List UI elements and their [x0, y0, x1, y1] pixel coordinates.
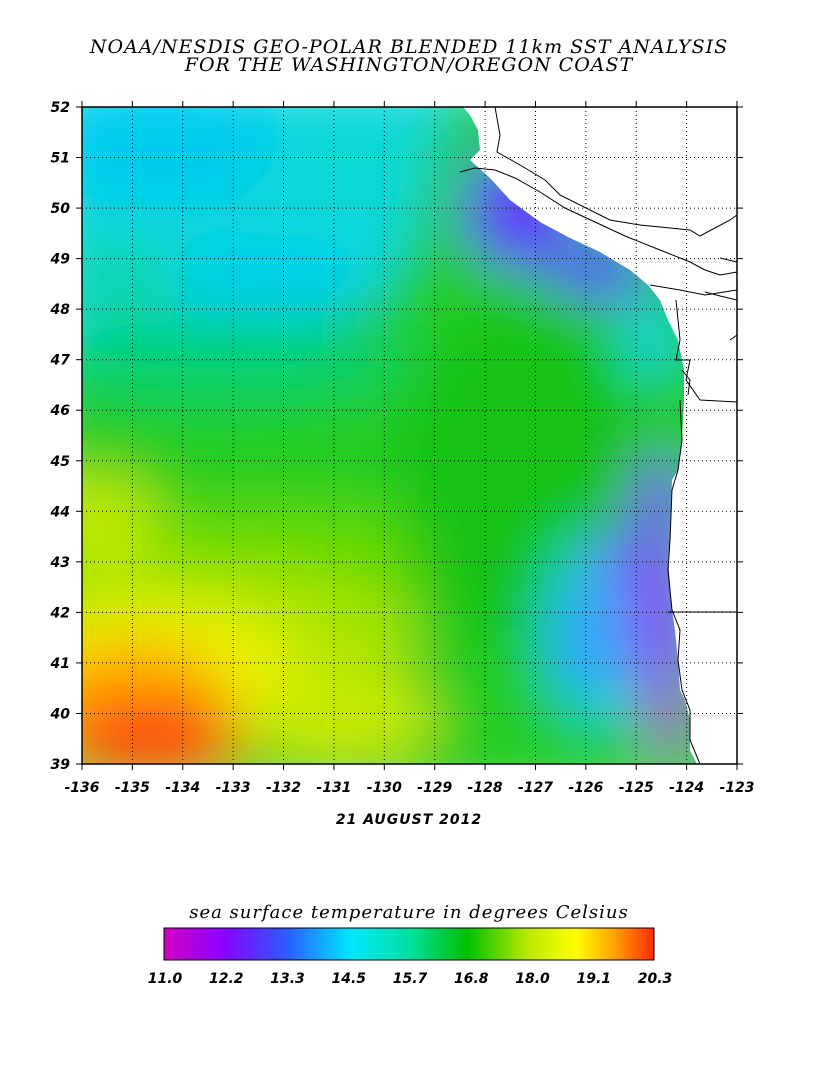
colorbar-label: 18.0 — [515, 971, 550, 987]
colorbar-label: 12.2 — [209, 971, 244, 987]
land-mask — [463, 107, 737, 764]
lat-tick-label: 40 — [50, 706, 71, 722]
colorbar-label: 16.8 — [454, 971, 489, 987]
lon-tick-label: -134 — [165, 780, 200, 796]
lon-tick-label: -130 — [367, 780, 402, 796]
lon-tick-label: -124 — [669, 780, 704, 796]
lat-tick-label: 42 — [50, 605, 70, 621]
longitude-labels: -136 -135 -134 -133 -132 -131 -130 -129 -128 -127… — [64, 780, 754, 796]
lon-tick-label: -131 — [316, 780, 351, 796]
colorbar-label: 20.3 — [638, 971, 673, 987]
colorbar-title: sea surface temperature in degrees Celsi… — [189, 902, 629, 923]
lon-tick-label: -129 — [417, 780, 452, 796]
axis-ticks — [76, 101, 743, 770]
lon-tick-label: -128 — [468, 780, 503, 796]
map-title-line1: NOAA/NESDIS GEO-POLAR BLENDED 11km SST A… — [89, 36, 729, 58]
lat-tick-label: 50 — [51, 201, 71, 217]
colorbar-label: 11.0 — [148, 971, 183, 987]
lon-tick-label: -136 — [64, 780, 99, 796]
lat-tick-label: 47 — [50, 353, 71, 369]
colorbar-label: 15.7 — [393, 971, 428, 987]
lat-tick-label: 52 — [51, 100, 70, 116]
lon-tick-label: -132 — [266, 780, 301, 796]
lat-tick-label: 46 — [50, 403, 71, 419]
lat-tick-label: 48 — [50, 302, 71, 318]
colorbar-labels: 11.0 12.2 13.3 14.5 15.7 16.8 18.0 19.1 20.3 — [148, 971, 673, 987]
colorbar — [163, 927, 655, 961]
lat-lon-grid — [82, 107, 737, 764]
lat-tick-label: 51 — [51, 151, 70, 167]
lon-tick-label: -135 — [115, 780, 150, 796]
colorbar-label: 13.3 — [270, 971, 305, 987]
lon-tick-label: -125 — [619, 780, 654, 796]
lat-tick-label: 41 — [50, 656, 70, 672]
lon-tick-label: -127 — [518, 780, 553, 796]
latitude-labels: 52 51 50 49 48 47 46 45 44 43 42 41 40 39 — [50, 100, 71, 773]
colorbar-label: 14.5 — [331, 971, 366, 987]
lat-tick-label: 45 — [50, 454, 71, 470]
sst-field — [82, 107, 737, 764]
map-title-line2: FOR THE WASHINGTON/OREGON COAST — [184, 54, 634, 76]
lat-tick-label: 43 — [50, 555, 70, 571]
map-frame — [81, 106, 738, 765]
date-label: 21 AUGUST 2012 — [335, 812, 483, 828]
lon-tick-label: -133 — [216, 780, 251, 796]
lat-tick-label: 39 — [51, 757, 71, 773]
colorbar-label: 19.1 — [576, 971, 611, 987]
lon-tick-label: -123 — [719, 780, 754, 796]
lat-tick-label: 44 — [50, 504, 70, 520]
lat-tick-label: 49 — [50, 252, 71, 268]
lon-tick-label: -126 — [568, 780, 603, 796]
